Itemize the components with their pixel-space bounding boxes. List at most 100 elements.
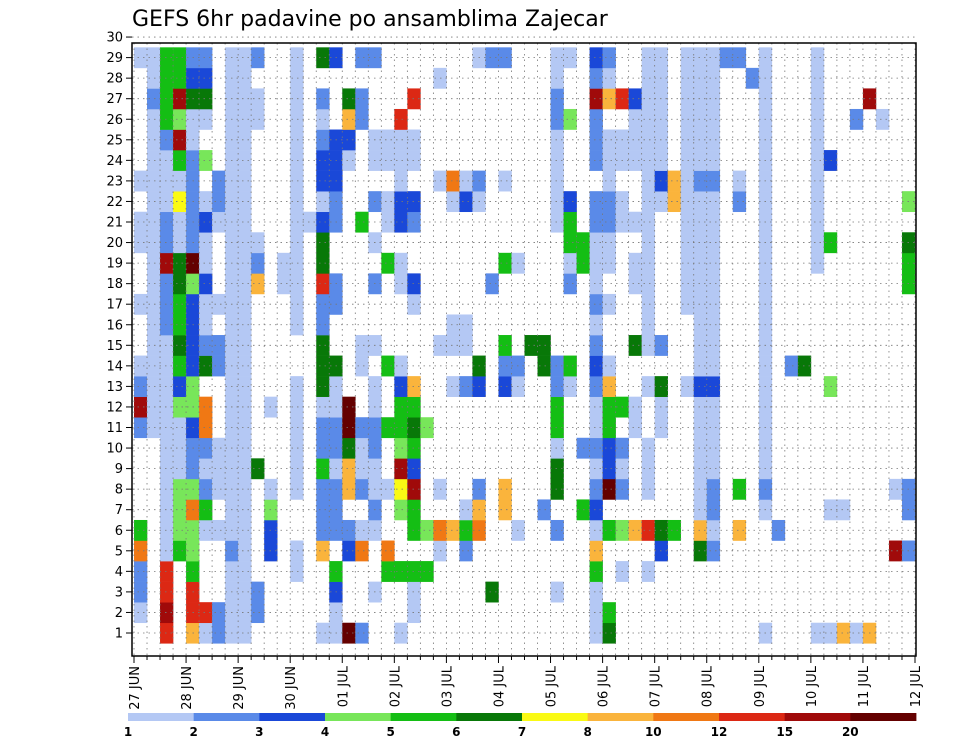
heatmap-cell: [251, 232, 265, 254]
heatmap-cell: [238, 232, 252, 254]
heatmap-cell: [342, 437, 356, 459]
heatmap-cell: [693, 540, 708, 562]
heatmap-cell: [342, 540, 356, 562]
heatmap-cell: [147, 150, 161, 171]
heatmap-cell: [238, 622, 252, 644]
legend-swatch: [653, 713, 720, 721]
y-tick-label: 15: [106, 339, 123, 354]
heatmap-cell: [160, 47, 174, 69]
heatmap-cell: [238, 355, 252, 377]
heatmap-cell: [563, 355, 577, 377]
x-tick-label: 10 JUL: [805, 665, 820, 707]
heatmap-cell: [706, 170, 721, 192]
heatmap-cell: [459, 191, 473, 213]
heatmap-cell: [641, 191, 655, 213]
heatmap-cell: [589, 314, 603, 336]
heatmap-cell: [160, 499, 174, 521]
heatmap-cell: [134, 561, 148, 582]
y-tick-label: 10: [106, 442, 123, 457]
heatmap-cell: [316, 211, 330, 233]
heatmap-cell: [238, 88, 252, 110]
heatmap-cell: [407, 561, 421, 582]
heatmap-cell: [290, 129, 304, 151]
heatmap-cell: [316, 355, 330, 377]
heatmap-cell: [199, 252, 213, 274]
heatmap-cell: [693, 252, 708, 274]
heatmap-cell: [498, 47, 512, 69]
heatmap-cell: [238, 191, 252, 213]
heatmap-cell: [784, 355, 799, 377]
heatmap-cell: [342, 129, 356, 151]
heatmap-cell: [173, 335, 187, 356]
legend-label: 4: [321, 725, 329, 739]
heatmap-cell: [875, 108, 890, 130]
y-tick-label: 26: [106, 113, 123, 128]
legend-swatch: [193, 713, 260, 721]
heatmap-cell: [290, 561, 304, 582]
heatmap-cell: [810, 232, 825, 254]
heatmap-cell: [550, 88, 564, 110]
y-tick-label: 18: [106, 277, 123, 292]
x-tick-label: 27 JUN: [128, 666, 143, 710]
heatmap-cell: [836, 499, 851, 521]
heatmap-cell: [628, 88, 642, 110]
heatmap-cell: [810, 622, 825, 644]
y-tick-label: 8: [115, 483, 123, 498]
y-tick-label: 24: [106, 154, 123, 169]
heatmap-cell: [238, 47, 252, 69]
heatmap-cell: [342, 622, 356, 644]
x-tick-label: 29 JUN: [232, 666, 247, 710]
heatmap-cell: [641, 458, 655, 480]
heatmap-cell: [238, 314, 252, 336]
heatmap-cell: [732, 191, 747, 213]
heatmap-cell: [303, 211, 317, 233]
heatmap-cell: [446, 376, 460, 397]
heatmap-cell: [459, 314, 473, 336]
heatmap-cell: [641, 478, 655, 500]
heatmap-cell: [602, 355, 616, 377]
heatmap-cell: [667, 170, 681, 192]
legend-swatch: [522, 713, 589, 721]
heatmap-cell: [589, 376, 603, 397]
heatmap-cell: [173, 232, 187, 254]
legend-swatch: [259, 713, 326, 721]
heatmap-cell: [550, 396, 564, 418]
heatmap-cell: [251, 458, 265, 480]
heatmap-cell: [251, 581, 265, 603]
heatmap-cell: [394, 150, 408, 171]
heatmap-cell: [290, 170, 304, 192]
heatmap-cell: [602, 458, 616, 480]
heatmap-cell: [147, 88, 161, 110]
legend-swatch: [850, 713, 917, 721]
heatmap-cell: [459, 335, 473, 356]
heatmap-cell: [589, 211, 603, 233]
heatmap-cell: [680, 293, 695, 315]
heatmap-cell: [394, 499, 408, 521]
heatmap-cell: [498, 252, 512, 274]
heatmap-cell: [173, 211, 187, 233]
heatmap-cell: [524, 335, 538, 356]
heatmap-cell: [355, 622, 369, 644]
heatmap-cell: [134, 519, 148, 541]
heatmap-cell: [160, 561, 174, 582]
heatmap-cell: [602, 602, 616, 624]
heatmap-cell: [706, 67, 721, 89]
heatmap-cell: [160, 88, 174, 110]
heatmap-cell: [407, 581, 421, 603]
heatmap-cell: [394, 622, 408, 644]
heatmap-cell: [316, 252, 330, 274]
heatmap-cell: [849, 108, 864, 130]
heatmap-cell: [277, 273, 291, 295]
heatmap-cell: [147, 47, 161, 69]
heatmap-cell: [316, 540, 330, 562]
heatmap-cell: [160, 602, 174, 624]
heatmap-cell: [602, 396, 616, 418]
heatmap-cell: [680, 232, 695, 254]
heatmap-cell: [173, 355, 187, 377]
heatmap-cell: [173, 396, 187, 418]
y-tick-label: 2: [115, 606, 123, 621]
heatmap-cell: [394, 191, 408, 213]
y-tick-label: 12: [106, 400, 123, 415]
heatmap-cell: [667, 191, 681, 213]
heatmap-cell: [355, 478, 369, 500]
